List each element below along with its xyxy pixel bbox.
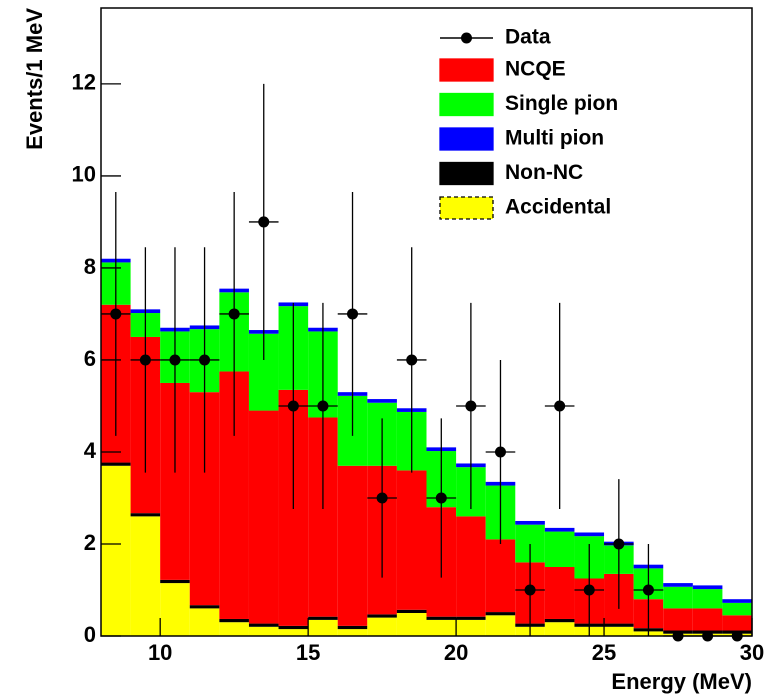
bar-segment	[278, 629, 309, 636]
data-point	[347, 308, 359, 320]
bar-segment	[308, 616, 338, 620]
bar-segment	[485, 539, 516, 613]
data-point	[110, 308, 122, 320]
data-point	[406, 354, 418, 366]
bar-segment	[574, 532, 605, 537]
legend-swatch	[439, 161, 494, 186]
bar-segment	[367, 617, 397, 636]
legend-swatch	[439, 58, 494, 82]
y-axis-label: Events/1 MeV	[22, 8, 47, 150]
bar-segment	[101, 462, 131, 466]
bar-segment	[130, 513, 161, 517]
x-axis-label: Energy (MeV)	[611, 669, 752, 694]
bar-segment	[160, 579, 190, 584]
bar-segment	[130, 516, 161, 636]
data-point	[524, 584, 536, 596]
bar-segment	[544, 622, 575, 636]
data-point	[554, 400, 566, 412]
data-point	[317, 400, 329, 412]
bar-segment	[367, 399, 397, 403]
bar-segment	[248, 410, 279, 624]
plot-frame	[100, 7, 753, 637]
bar-segment	[604, 626, 634, 636]
legend-swatch	[439, 127, 494, 151]
data-point	[642, 584, 654, 596]
bar-segment	[485, 612, 516, 616]
legend-marker	[461, 32, 472, 44]
legend-label: Data	[505, 26, 551, 49]
y-tick-label: 10	[72, 162, 96, 187]
x-tick-label: 30	[740, 640, 764, 665]
bar-segment	[219, 618, 249, 623]
bar-segment	[663, 586, 693, 609]
bar-segment	[101, 465, 131, 636]
data-point	[583, 584, 595, 596]
bar-segment	[396, 612, 427, 636]
bar-segment	[485, 615, 516, 636]
bar-segment	[663, 608, 693, 631]
y-tick-label: 4	[84, 438, 97, 463]
data-point	[199, 354, 211, 366]
bar-segment	[396, 609, 427, 613]
legend-label: Accidental	[505, 196, 611, 219]
legend-label: Non-NC	[505, 161, 583, 184]
bar-segment	[544, 531, 575, 567]
y-tick-label: 8	[84, 254, 96, 279]
bar-segment	[604, 623, 634, 627]
y-tick-label: 6	[84, 346, 96, 371]
x-tick-label: 15	[296, 640, 320, 665]
bar-segment	[692, 589, 723, 609]
bar-segment	[544, 566, 575, 619]
data-point	[465, 400, 477, 412]
data-point	[376, 492, 388, 504]
bar-segment	[426, 619, 457, 636]
bar-segment	[722, 599, 752, 603]
bar-segment	[722, 615, 752, 631]
bar-segment	[337, 465, 368, 626]
bar-segment	[337, 625, 368, 630]
bar-segment	[278, 625, 309, 630]
data-point	[494, 446, 506, 458]
bar-segment	[248, 626, 279, 636]
bar-segment	[337, 629, 368, 636]
x-tick-label: 25	[592, 640, 616, 665]
bar-segment	[248, 623, 279, 627]
data-point	[169, 354, 181, 366]
data-point	[435, 492, 447, 504]
bar-segment	[544, 618, 575, 623]
bar-segment	[515, 520, 545, 525]
legend-label: Single pion	[505, 92, 618, 115]
bar-segment	[456, 616, 486, 620]
x-tick-label: 10	[148, 640, 172, 665]
bar-segment	[426, 616, 457, 620]
data-point	[287, 400, 299, 412]
bar-segment	[219, 622, 249, 636]
data-point	[139, 354, 151, 366]
bar-segment	[692, 585, 723, 590]
bar-segment	[308, 619, 338, 636]
legend-swatch	[439, 196, 494, 220]
legend-swatch	[439, 92, 494, 117]
data-point	[613, 538, 625, 550]
y-tick-label: 0	[84, 622, 96, 647]
bar-segment	[663, 583, 693, 587]
bar-segment	[189, 608, 220, 636]
bar-segment	[722, 602, 752, 616]
bar-segment	[160, 583, 190, 636]
bar-segment	[692, 608, 723, 631]
bar-segment	[544, 527, 575, 532]
y-tick-label: 2	[84, 530, 96, 555]
x-tick-label: 20	[444, 640, 468, 665]
data-point	[258, 216, 270, 228]
bar-segment	[367, 614, 397, 618]
bar-segment	[456, 619, 486, 636]
bar-segment	[396, 470, 427, 610]
data-point	[228, 308, 240, 320]
y-tick-label: 12	[72, 70, 96, 95]
legend-label: Multi pion	[505, 127, 604, 150]
bar-segment	[189, 605, 220, 609]
legend-label: NCQE	[505, 58, 566, 81]
bar-segment	[456, 516, 486, 617]
